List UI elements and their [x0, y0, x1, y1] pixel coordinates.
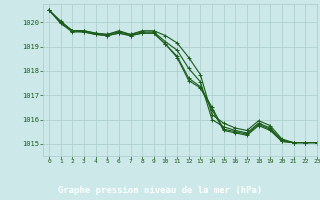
- Text: Graphe pression niveau de la mer (hPa): Graphe pression niveau de la mer (hPa): [58, 186, 262, 195]
